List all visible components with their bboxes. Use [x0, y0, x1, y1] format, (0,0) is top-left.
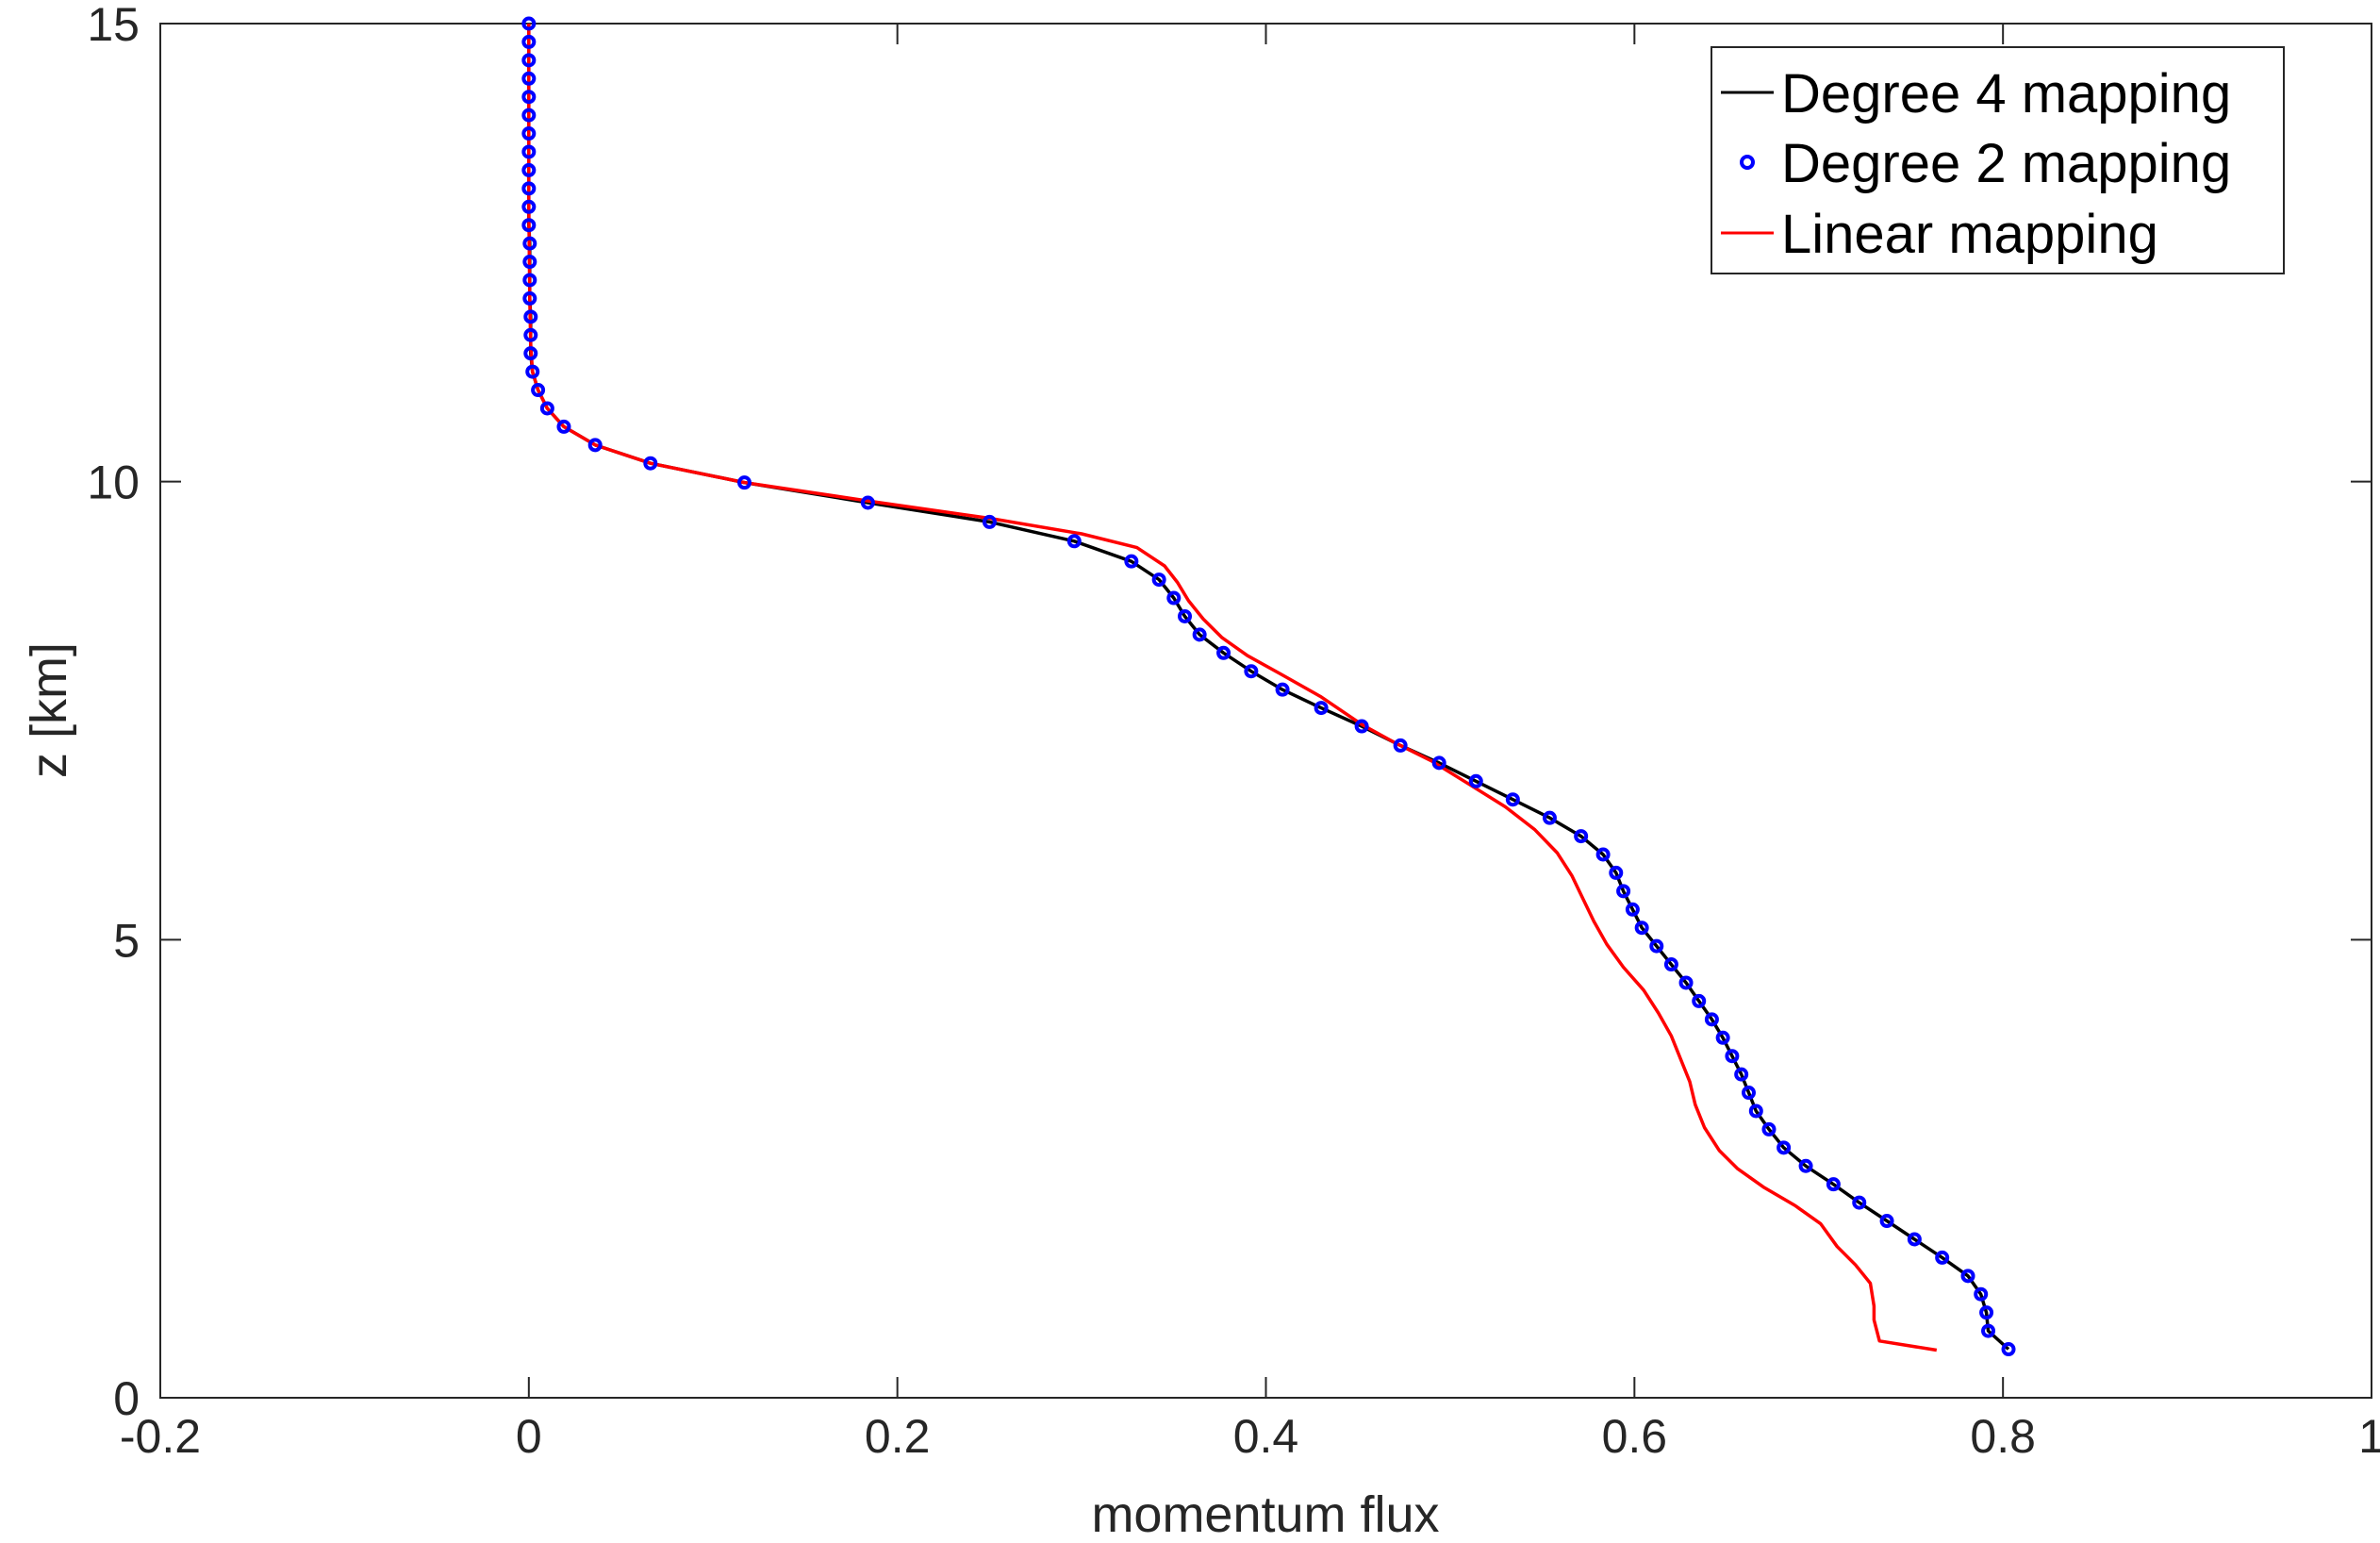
series-layer	[521, 16, 2016, 1357]
legend-box	[1711, 46, 2285, 274]
data-point-degree-2-mapping	[1314, 701, 1329, 716]
axis-ticks	[159, 23, 2372, 1399]
data-point-degree-2-mapping	[1468, 773, 1483, 788]
x-tick-label: 0.2	[865, 1410, 931, 1463]
x-axis-title: momentum flux	[1091, 1486, 1439, 1543]
data-point-degree-2-mapping	[1981, 1323, 1996, 1338]
data-point-degree-2-mapping	[1393, 738, 1408, 753]
data-point-degree-2-mapping	[522, 290, 537, 306]
data-point-degree-2-mapping	[523, 309, 538, 324]
data-point-degree-2-mapping	[1178, 608, 1193, 623]
data-point-degree-2-mapping	[1124, 554, 1139, 569]
x-tick-label: 0	[516, 1410, 542, 1463]
x-tick-label: -0.2	[120, 1410, 201, 1463]
data-point-degree-2-mapping	[1166, 590, 1182, 606]
data-point-degree-2-mapping	[521, 90, 537, 105]
data-point-degree-2-mapping	[1354, 719, 1369, 734]
data-point-degree-2-mapping	[523, 346, 538, 361]
data-point-degree-2-mapping	[1879, 1214, 1894, 1229]
x-tick-label: 0.6	[1602, 1410, 1668, 1463]
data-point-degree-2-mapping	[2001, 1342, 2016, 1357]
data-point-degree-2-mapping	[1734, 1067, 1749, 1082]
data-point-degree-2-mapping	[521, 162, 537, 177]
data-point-degree-2-mapping	[1595, 847, 1611, 862]
data-point-degree-2-mapping	[1678, 975, 1694, 990]
series-line-linear-mapping	[527, 24, 1938, 1352]
data-point-degree-2-mapping	[1974, 1286, 1989, 1302]
data-point-degree-2-mapping	[1066, 534, 1082, 549]
data-point-degree-2-mapping	[1625, 902, 1640, 917]
data-point-degree-2-mapping	[1704, 1012, 1719, 1027]
data-point-degree-2-mapping	[521, 181, 537, 196]
x-tick-label: 1	[2358, 1410, 2380, 1463]
data-point-degree-2-mapping	[1960, 1269, 1975, 1284]
data-point-degree-2-mapping	[1663, 957, 1678, 972]
data-point-degree-2-mapping	[1151, 572, 1166, 588]
data-point-degree-2-mapping	[1715, 1030, 1730, 1045]
data-point-degree-2-mapping	[1777, 1140, 1792, 1155]
data-point-degree-2-mapping	[1192, 627, 1207, 642]
x-tick-label: 0.4	[1233, 1410, 1299, 1463]
data-point-degree-2-mapping	[860, 495, 875, 510]
y-tick-label: 10	[87, 456, 140, 509]
y-tick-label: 15	[87, 0, 140, 51]
data-point-degree-2-mapping	[523, 327, 538, 342]
data-point-degree-2-mapping	[1244, 664, 1259, 679]
data-point-degree-2-mapping	[1907, 1232, 1922, 1247]
data-point-degree-2-mapping	[736, 475, 752, 490]
data-point-degree-2-mapping	[1826, 1177, 1841, 1192]
data-point-degree-2-mapping	[1748, 1103, 1763, 1119]
data-point-degree-2-mapping	[521, 199, 537, 214]
data-point-degree-2-mapping	[521, 53, 537, 68]
data-point-degree-2-mapping	[539, 401, 554, 416]
legend: Degree 4 mapping Degree 2 mapping Linear…	[1711, 46, 2285, 274]
data-point-degree-2-mapping	[1431, 755, 1446, 771]
data-point-degree-2-mapping	[982, 514, 997, 529]
data-point-degree-2-mapping	[521, 144, 537, 159]
data-point-degree-2-mapping	[1852, 1195, 1867, 1210]
data-point-degree-2-mapping	[1634, 921, 1649, 936]
data-point-degree-2-mapping	[1216, 645, 1231, 660]
data-point-degree-2-mapping	[521, 71, 537, 86]
data-point-degree-2-mapping	[521, 218, 537, 233]
legend-label-linear: Linear mapping	[1781, 204, 2158, 265]
data-point-degree-2-mapping	[1692, 993, 1707, 1008]
data-point-degree-2-mapping	[587, 438, 603, 453]
data-point-degree-2-mapping	[521, 108, 537, 123]
legend-label-degree2: Degree 2 mapping	[1781, 133, 2231, 194]
data-point-degree-2-mapping	[522, 236, 537, 251]
data-point-degree-2-mapping	[1649, 938, 1664, 954]
data-point-degree-2-mapping	[1798, 1158, 1813, 1173]
data-point-degree-2-mapping	[1979, 1305, 1994, 1320]
data-point-degree-2-mapping	[531, 383, 546, 398]
data-point-degree-2-mapping	[1616, 884, 1631, 899]
data-point-degree-2-mapping	[522, 273, 537, 288]
data-point-degree-2-mapping	[1725, 1049, 1740, 1064]
data-point-degree-2-mapping	[1609, 865, 1624, 880]
data-point-degree-2-mapping	[525, 364, 540, 379]
legend-label-degree4: Degree 4 mapping	[1781, 63, 2231, 124]
data-point-degree-2-mapping	[1741, 1086, 1756, 1101]
y-tick-label: 0	[113, 1372, 140, 1425]
y-tick-label: 5	[113, 914, 140, 967]
data-point-degree-2-mapping	[1935, 1250, 1950, 1265]
data-point-degree-2-mapping	[522, 255, 537, 270]
y-axis-title: z [km]	[21, 642, 77, 778]
data-point-degree-2-mapping	[643, 456, 658, 471]
legend-marker-degree2	[1740, 155, 1755, 170]
data-point-degree-2-mapping	[1574, 829, 1589, 844]
data-point-degree-2-mapping	[1542, 810, 1557, 825]
data-point-degree-2-mapping	[1761, 1121, 1777, 1137]
data-point-degree-2-mapping	[521, 126, 537, 141]
data-point-degree-2-mapping	[1505, 792, 1520, 807]
data-point-degree-2-mapping	[521, 16, 537, 31]
data-point-degree-2-mapping	[556, 419, 571, 434]
data-point-degree-2-mapping	[1275, 682, 1290, 697]
x-tick-label: 0.8	[1970, 1410, 2036, 1463]
data-point-degree-2-mapping	[521, 34, 537, 49]
